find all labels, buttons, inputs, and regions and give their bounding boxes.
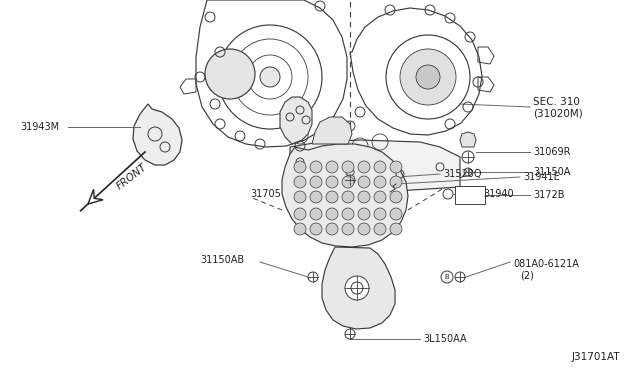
Text: 3L150AA: 3L150AA <box>423 334 467 344</box>
Text: 31941E: 31941E <box>523 172 560 182</box>
Circle shape <box>374 176 386 188</box>
Circle shape <box>390 161 402 173</box>
Circle shape <box>345 329 355 339</box>
Circle shape <box>400 49 456 105</box>
Circle shape <box>294 208 306 220</box>
Bar <box>455 186 485 204</box>
Circle shape <box>205 49 255 99</box>
Circle shape <box>294 176 306 188</box>
Circle shape <box>310 191 322 203</box>
Text: 31069R: 31069R <box>533 147 570 157</box>
Circle shape <box>464 168 472 176</box>
Circle shape <box>345 276 369 300</box>
Text: 31705: 31705 <box>250 189 281 199</box>
Circle shape <box>326 191 338 203</box>
Circle shape <box>345 175 355 185</box>
Circle shape <box>310 176 322 188</box>
Text: 3172B: 3172B <box>533 190 564 200</box>
Circle shape <box>310 223 322 235</box>
Text: 31940: 31940 <box>483 189 514 199</box>
Circle shape <box>326 176 338 188</box>
Polygon shape <box>460 132 476 147</box>
Polygon shape <box>312 117 352 144</box>
Text: J31701AT: J31701AT <box>572 352 620 362</box>
Circle shape <box>358 191 370 203</box>
Text: 31520Q: 31520Q <box>443 169 481 179</box>
Circle shape <box>326 223 338 235</box>
Text: SEC. 310: SEC. 310 <box>533 97 580 107</box>
Polygon shape <box>282 144 408 247</box>
Circle shape <box>374 208 386 220</box>
Circle shape <box>416 65 440 89</box>
Circle shape <box>326 208 338 220</box>
Polygon shape <box>88 189 103 204</box>
Circle shape <box>326 161 338 173</box>
Circle shape <box>310 208 322 220</box>
Text: 31943M: 31943M <box>20 122 59 132</box>
Circle shape <box>455 272 465 282</box>
Circle shape <box>342 161 354 173</box>
Circle shape <box>294 161 306 173</box>
Circle shape <box>358 161 370 173</box>
Circle shape <box>374 223 386 235</box>
Circle shape <box>390 223 402 235</box>
Text: B: B <box>445 274 449 280</box>
Circle shape <box>308 272 318 282</box>
Circle shape <box>294 191 306 203</box>
Text: (31020M): (31020M) <box>533 109 583 119</box>
Circle shape <box>374 191 386 203</box>
Circle shape <box>342 208 354 220</box>
Polygon shape <box>290 140 460 192</box>
Circle shape <box>260 67 280 87</box>
Circle shape <box>462 151 474 163</box>
Circle shape <box>390 208 402 220</box>
Circle shape <box>342 191 354 203</box>
Text: FRONT: FRONT <box>115 162 149 192</box>
Circle shape <box>294 223 306 235</box>
Circle shape <box>390 176 402 188</box>
Circle shape <box>358 223 370 235</box>
Circle shape <box>374 161 386 173</box>
Circle shape <box>358 208 370 220</box>
Circle shape <box>342 223 354 235</box>
Polygon shape <box>280 97 312 144</box>
Text: 31150AB: 31150AB <box>200 255 244 265</box>
Circle shape <box>310 161 322 173</box>
Text: 081A0-6121A: 081A0-6121A <box>513 259 579 269</box>
Circle shape <box>342 176 354 188</box>
Text: 31150A: 31150A <box>533 167 570 177</box>
Text: (2): (2) <box>520 270 534 280</box>
Circle shape <box>390 191 402 203</box>
Circle shape <box>358 176 370 188</box>
Polygon shape <box>322 247 395 329</box>
Polygon shape <box>133 104 182 165</box>
